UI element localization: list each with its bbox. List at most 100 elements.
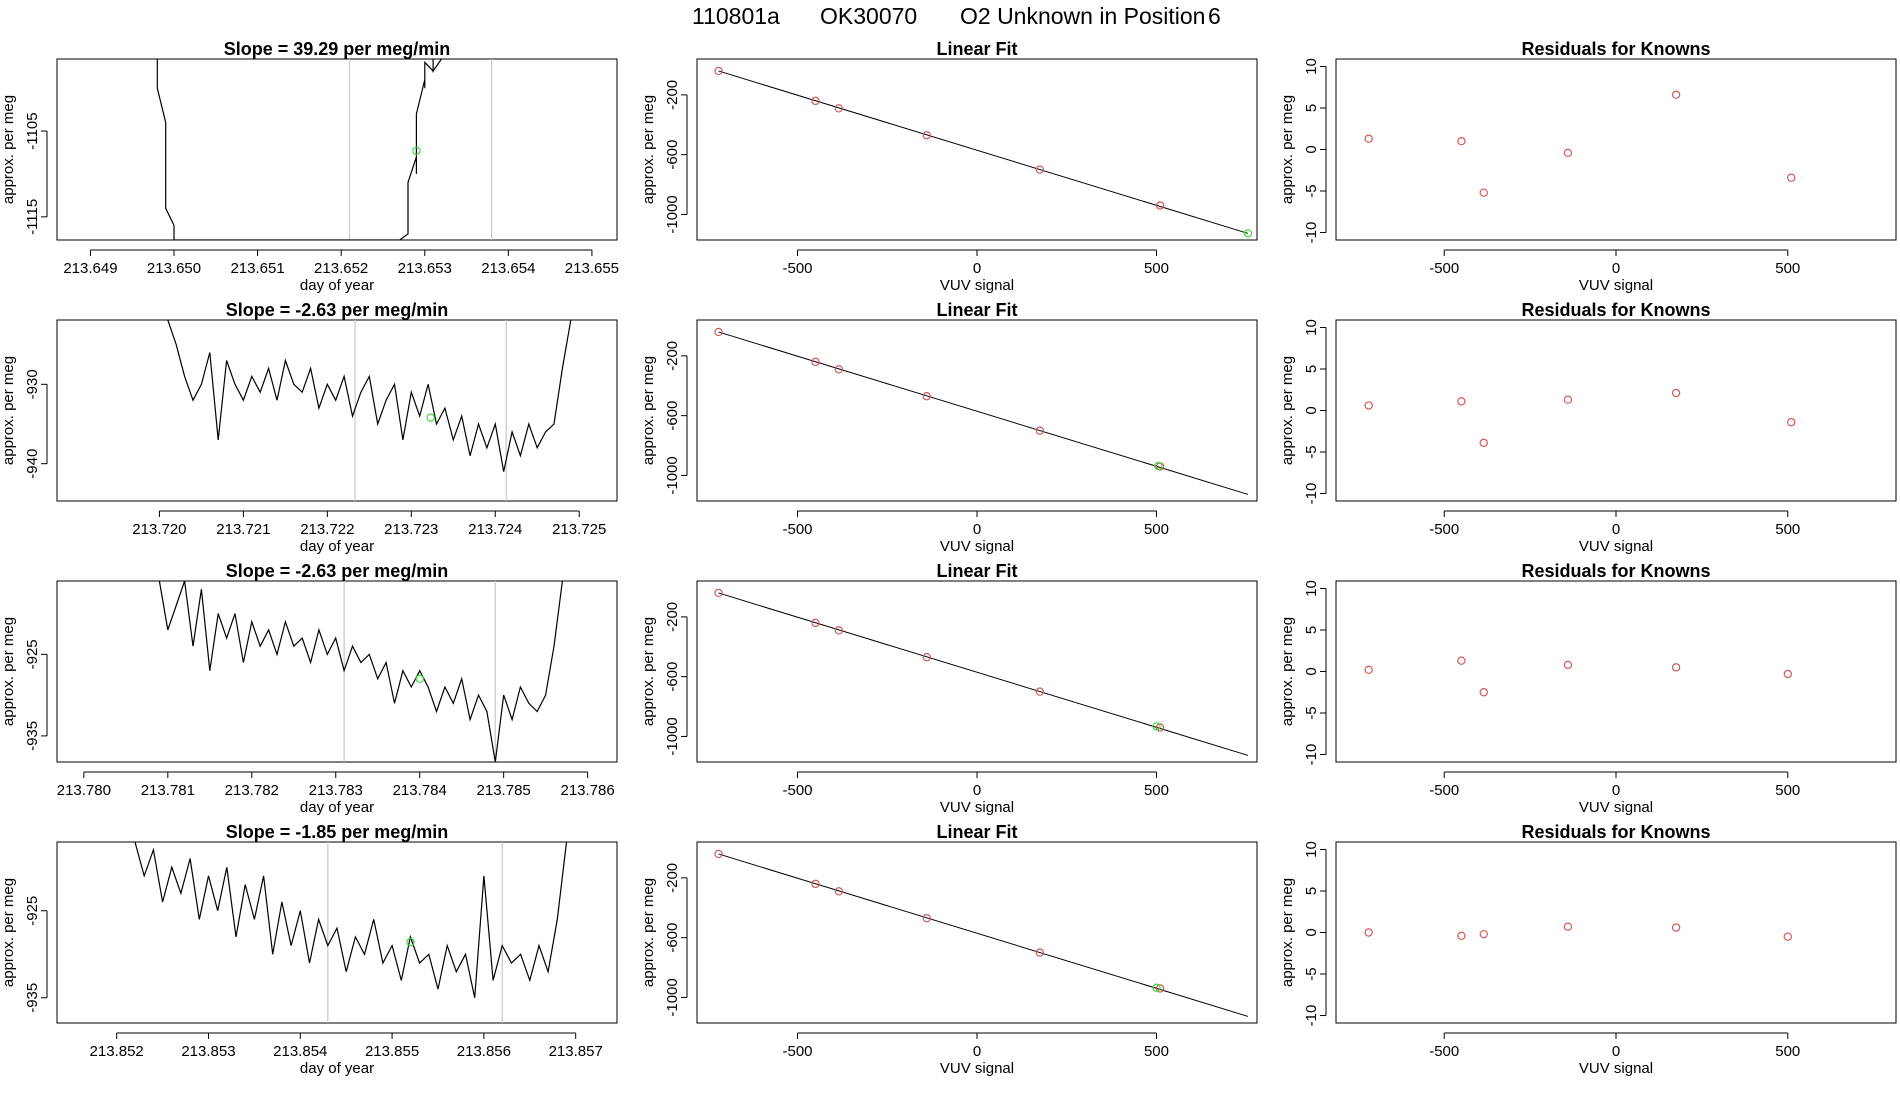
residual-point (1783, 932, 1792, 941)
residual-point (1479, 929, 1488, 939)
panel-title: Linear Fit (936, 300, 1017, 320)
residual-point (1457, 136, 1466, 146)
y-tick-label: -200 (664, 341, 681, 371)
x-tick-label: -500 (1429, 782, 1459, 799)
y-tick-label: 0 (1303, 406, 1320, 414)
x-axis-label: day of year (300, 1060, 374, 1077)
x-tick-label: 0 (1612, 1043, 1620, 1060)
unknown-marker (415, 674, 424, 684)
y-axis-label: approx. per meg (0, 95, 17, 204)
y-tick-label: -600 (664, 662, 681, 692)
known-point (922, 131, 931, 140)
plot-frame (1335, 319, 1897, 502)
y-tick-label: -1115 (24, 199, 41, 235)
y-axis-label: approx. per meg (640, 356, 657, 465)
x-tick-label: 500 (1144, 782, 1169, 799)
fit-line (718, 592, 1249, 756)
known-point (922, 914, 931, 923)
y-tick-label: -1000 (664, 717, 681, 755)
plot-area (1364, 656, 1792, 697)
y-tick-label: -925 (24, 639, 41, 669)
known-point (811, 618, 820, 628)
panel-row4-residuals: Residuals for Knowns -500 0 500 VUV signal 10… (1279, 822, 1897, 1077)
panel-row3-residuals: Residuals for Knowns -500 0 500 VUV signal 10… (1279, 561, 1897, 816)
y-tick-label: 10 (1303, 580, 1320, 597)
plot-frame (696, 58, 1258, 241)
x-tick-label: -500 (782, 260, 812, 277)
x-axis-label: day of year (300, 799, 374, 816)
residual-point (1787, 417, 1796, 427)
panel-title: Linear Fit (936, 39, 1017, 59)
residual-point (1671, 388, 1681, 398)
panel-row2-residuals: Residuals for Knowns -500 0 500 VUV signal 10… (1279, 300, 1897, 555)
x-axis: 213.780 213.781 213.782 213.783 213.784 213.7… (57, 771, 615, 799)
x-tick-label: 500 (1775, 521, 1800, 538)
panel-row3-linear-fit: Linear Fit -500 0 500 VUV signal -200 -600 -100… (640, 561, 1258, 816)
figure-title: 110801a OK30070 O2 Unknown in Position 6 (692, 3, 1221, 29)
y-tick-label: -10 (1303, 744, 1320, 766)
plot-frame (56, 319, 618, 502)
x-tick-label: 500 (1144, 1043, 1169, 1060)
panel-row2-linear-fit: Linear Fit -500 0 500 VUV signal -200 -600 -100… (640, 300, 1258, 555)
plot-area (714, 849, 1249, 1017)
x-tick-label: 213.651 (230, 260, 284, 277)
residual-point (1479, 438, 1488, 448)
y-tick-label: -935 (24, 983, 41, 1013)
y-tick-label: -930 (24, 369, 41, 399)
plot-area (1364, 388, 1796, 448)
x-axis-label: VUV signal (940, 277, 1014, 294)
residual-point (1457, 931, 1466, 941)
run-id: 110801a (692, 3, 780, 29)
x-tick-label: 213.857 (549, 1043, 603, 1060)
unknown-marker (412, 146, 421, 155)
y-axis: -200 -600 -1000 (664, 341, 688, 495)
y-axis: 10 5 0 -5 -10 (1303, 58, 1327, 244)
x-axis-label: day of year (300, 277, 374, 294)
x-tick-label: 213.655 (565, 260, 619, 277)
x-axis-label: VUV signal (1579, 538, 1653, 555)
x-tick-label: -500 (1429, 1043, 1459, 1060)
x-axis: 213.720 213.721 213.722 213.723 213.724 213.7… (132, 510, 606, 538)
y-axis: 10 5 0 -5 -10 (1303, 580, 1327, 766)
y-tick-label: -600 (664, 140, 681, 170)
y-tick-label: 10 (1303, 58, 1320, 75)
y-tick-label: -5 (1303, 445, 1320, 458)
y-tick-label: -5 (1303, 184, 1320, 197)
signal-trace (167, 320, 572, 472)
y-tick-label: -1105 (24, 112, 41, 149)
x-axis-label: VUV signal (940, 799, 1014, 816)
y-axis: -200 -600 -1000 (664, 602, 688, 756)
x-axis: 213.852 213.853 213.854 213.855 213.856 213.8… (90, 1032, 603, 1060)
x-tick-label: 213.784 (393, 782, 447, 799)
x-axis-label: VUV signal (1579, 277, 1653, 294)
unknown-marker (406, 937, 415, 947)
x-tick-label: 213.854 (273, 1043, 327, 1060)
x-tick-label: 213.724 (468, 521, 522, 538)
x-tick-label: 0 (973, 521, 981, 538)
known-point (1035, 687, 1045, 696)
x-tick-label: 213.786 (560, 782, 614, 799)
panel-row1-linear-fit: Linear Fit -500 0 500 VUV signal -200 -600 -100… (640, 39, 1258, 294)
y-tick-label: -940 (24, 449, 41, 479)
known-point (922, 653, 931, 662)
panel-row4-linear-fit: Linear Fit -500 0 500 VUV signal -200 -600 -100… (640, 822, 1258, 1077)
residual-point (1479, 688, 1488, 697)
y-axis-label: approx. per meg (0, 878, 17, 987)
plot-area (134, 842, 568, 1023)
x-tick-label: 213.723 (384, 521, 438, 538)
plot-area (158, 581, 563, 762)
panel-title: Residuals for Knowns (1521, 39, 1710, 59)
y-axis-label: approx. per meg (0, 356, 17, 465)
known-point (834, 104, 843, 113)
signal-trace (158, 581, 563, 762)
unknown-point (1154, 461, 1163, 471)
panel-title: Slope = -2.63 per meg/min (226, 561, 449, 581)
y-tick-label: 5 (1303, 365, 1320, 373)
known-point (1035, 948, 1045, 957)
plot-frame (56, 580, 618, 763)
x-tick-label: 0 (1612, 782, 1620, 799)
y-tick-label: -200 (664, 602, 681, 632)
y-tick-label: -10 (1303, 222, 1320, 244)
